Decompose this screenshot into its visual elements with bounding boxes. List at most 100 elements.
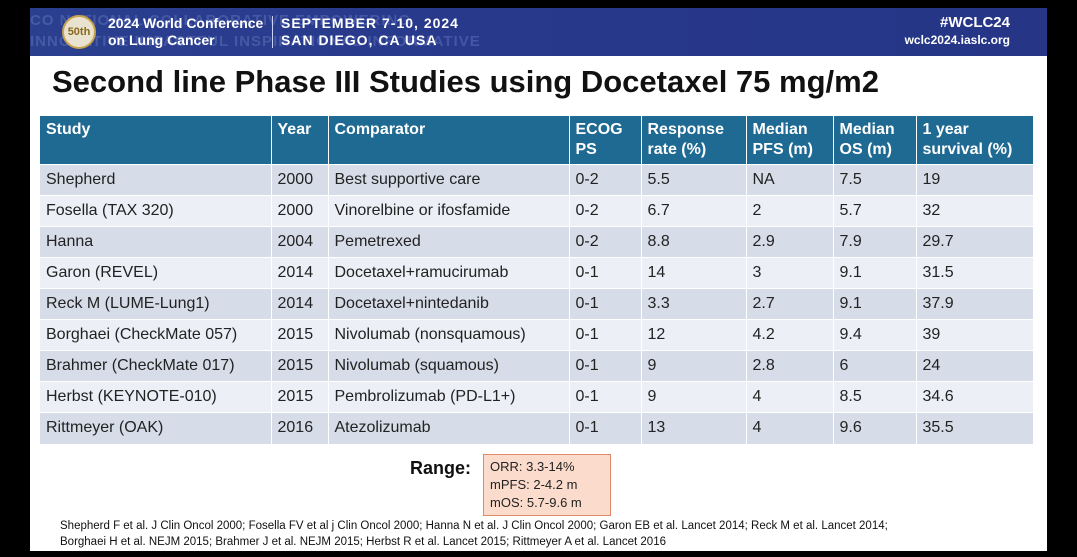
cell-study: Brahmer (CheckMate 017): [40, 350, 272, 382]
cell-comparator: Nivolumab (nonsquamous): [328, 319, 570, 351]
range-mpfs: mPFS: 2-4.2 m: [490, 477, 578, 492]
header-ecog-ps: ECOG PS: [569, 116, 642, 165]
conference-name: 2024 World Conference on Lung Cancer: [108, 15, 263, 49]
conference-banner: CO NATIONAL COLLABORATIVE EMPOWERING INN…: [30, 8, 1047, 56]
range-orr: ORR: 3.3-14%: [490, 459, 575, 474]
cell-ecog: 0-1: [569, 350, 642, 382]
conference-dates: SEPTEMBER 7-10, 2024 SAN DIEGO, CA USA: [281, 15, 459, 49]
table-row: Hanna 2004 Pemetrexed 0-2 8.8 2.9 7.9 29…: [40, 226, 1034, 258]
header-study: Study: [40, 116, 272, 165]
cell-os: 8.5: [833, 381, 917, 413]
cell-survival: 31.5: [916, 257, 1034, 289]
table-row: Borghaei (CheckMate 057) 2015 Nivolumab …: [40, 319, 1034, 351]
conference-name-line-2: on Lung Cancer: [108, 32, 215, 48]
cell-survival: 37.9: [916, 288, 1034, 320]
cell-os: 9.1: [833, 257, 917, 289]
header-one-year-survival: 1 year survival (%): [916, 116, 1034, 165]
cell-response-rate: 9: [641, 350, 747, 382]
table-row: Herbst (KEYNOTE-010) 2015 Pembrolizumab …: [40, 381, 1034, 413]
references-line-1: Shepherd F et al. J Clin Oncol 2000; Fos…: [60, 520, 888, 532]
cell-study: Hanna: [40, 226, 272, 258]
cell-os: 7.5: [833, 164, 917, 196]
cell-response-rate: 3.3: [641, 288, 747, 320]
cell-study: Garon (REVEL): [40, 257, 272, 289]
cell-response-rate: 14: [641, 257, 747, 289]
cell-pfs: 4.2: [746, 319, 834, 351]
cell-study: Fosella (TAX 320): [40, 195, 272, 227]
background-words-line-2: INNOVATIVE IMPACTFUL INSPIRATIONAL INFOR…: [30, 33, 481, 50]
references-line-2: Borghaei H et al. NEJM 2015; Brahmer J e…: [60, 536, 666, 548]
cell-pfs: 2.7: [746, 288, 834, 320]
range-label: Range:: [410, 458, 472, 478]
cell-survival: 24: [916, 350, 1034, 382]
cell-response-rate: 6.7: [641, 195, 747, 227]
cell-comparator: Atezolizumab: [328, 412, 570, 444]
conference-location: SAN DIEGO, CA USA: [281, 32, 438, 48]
cell-os: 9.1: [833, 288, 917, 320]
cell-study: Rittmeyer (OAK): [40, 412, 272, 444]
background-words-line-1: CO NATIONAL COLLABORATIVE EMPOWERING: [30, 12, 411, 29]
table-row: Shepherd 2000 Best supportive care 0-2 5…: [40, 164, 1034, 196]
cell-study: Reck M (LUME-Lung1): [40, 288, 272, 320]
cell-comparator: Pemetrexed: [328, 226, 570, 258]
range-summary-box: ORR: 3.3-14% mPFS: 2-4.2 m mOS: 5.7-9.6 …: [483, 454, 611, 516]
cell-year: 2016: [271, 412, 329, 444]
header-median-os: Median OS (m): [833, 116, 917, 165]
slide: CO NATIONAL COLLABORATIVE EMPOWERING INN…: [30, 8, 1047, 551]
table-header-row: Study Year Comparator ECOG PS Response r…: [40, 116, 1034, 165]
cell-os: 6: [833, 350, 917, 382]
table-row: Garon (REVEL) 2014 Docetaxel+ramucirumab…: [40, 257, 1034, 289]
cell-year: 2015: [271, 381, 329, 413]
cell-response-rate: 5.5: [641, 164, 747, 196]
cell-comparator: Nivolumab (squamous): [328, 350, 570, 382]
banner-divider: [272, 16, 273, 48]
cell-response-rate: 9: [641, 381, 747, 413]
cell-os: 5.7: [833, 195, 917, 227]
conference-name-line-1: 2024 World Conference: [108, 15, 264, 31]
range-mos: mOS: 5.7-9.6 m: [490, 495, 582, 510]
cell-year: 2014: [271, 288, 329, 320]
cell-ecog: 0-1: [569, 319, 642, 351]
conference-hashtag: #WCLC24: [939, 14, 1010, 31]
cell-response-rate: 12: [641, 319, 747, 351]
cell-year: 2004: [271, 226, 329, 258]
cell-pfs: 2.8: [746, 350, 834, 382]
references: Shepherd F et al. J Clin Oncol 2000; Fos…: [60, 518, 1020, 550]
cell-os: 7.9: [833, 226, 917, 258]
cell-response-rate: 8.8: [641, 226, 747, 258]
header-year: Year: [271, 116, 329, 165]
logo-text: 50th: [67, 26, 91, 38]
cell-ecog: 0-1: [569, 412, 642, 444]
cell-pfs: NA: [746, 164, 834, 196]
cell-year: 2000: [271, 195, 329, 227]
cell-survival: 32: [916, 195, 1034, 227]
cell-study: Shepherd: [40, 164, 272, 196]
conference-url: wclc2024.iaslc.org: [904, 33, 1010, 47]
cell-survival: 35.5: [916, 412, 1034, 444]
cell-study: Borghaei (CheckMate 057): [40, 319, 272, 351]
cell-response-rate: 13: [641, 412, 747, 444]
banner-background-words: CO NATIONAL COLLABORATIVE EMPOWERING INN…: [30, 10, 1047, 52]
cell-survival: 29.7: [916, 226, 1034, 258]
conference-date-text: SEPTEMBER 7-10, 2024: [281, 15, 459, 31]
cell-comparator: Docetaxel+nintedanib: [328, 288, 570, 320]
cell-survival: 34.6: [916, 381, 1034, 413]
cell-survival: 39: [916, 319, 1034, 351]
iaslc-logo-icon: 50th: [62, 15, 96, 49]
cell-ecog: 0-1: [569, 257, 642, 289]
cell-study: Herbst (KEYNOTE-010): [40, 381, 272, 413]
cell-pfs: 4: [746, 381, 834, 413]
header-comparator: Comparator: [328, 116, 570, 165]
cell-year: 2014: [271, 257, 329, 289]
cell-ecog: 0-2: [569, 226, 642, 258]
cell-pfs: 3: [746, 257, 834, 289]
cell-comparator: Docetaxel+ramucirumab: [328, 257, 570, 289]
cell-year: 2015: [271, 350, 329, 382]
cell-ecog: 0-2: [569, 164, 642, 196]
table-row: Rittmeyer (OAK) 2016 Atezolizumab 0-1 13…: [40, 412, 1034, 444]
table-row: Fosella (TAX 320) 2000 Vinorelbine or if…: [40, 195, 1034, 227]
cell-year: 2000: [271, 164, 329, 196]
cell-comparator: Pembrolizumab (PD-L1+): [328, 381, 570, 413]
cell-pfs: 2: [746, 195, 834, 227]
table-row: Brahmer (CheckMate 017) 2015 Nivolumab (…: [40, 350, 1034, 382]
